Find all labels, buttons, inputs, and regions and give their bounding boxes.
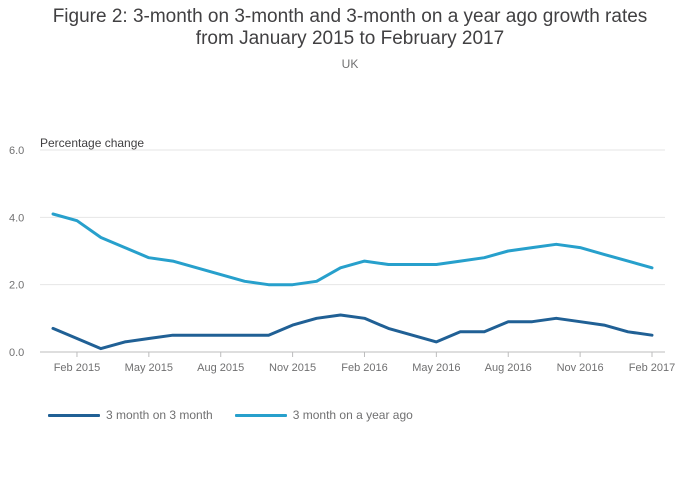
series-lines [51, 212, 654, 351]
legend: 3 month on 3 month 3 month on a year ago [48, 408, 435, 422]
legend-swatch-3m-on-3m [48, 413, 100, 417]
x-tick-label: May 2015 [125, 362, 173, 374]
x-tick-label: Feb 2017 [629, 362, 675, 374]
x-tick-label: Nov 2016 [557, 362, 604, 374]
chart-title: Figure 2: 3-month on 3-month and 3-month… [0, 6, 700, 50]
legend-label-3m-on-3m: 3 month on 3 month [106, 408, 213, 422]
line-chart: 0.0 2.0 4.0 6.0 Feb 2015 May 2015 Aug 2015 Nov … [9, 136, 675, 374]
series-line-0[interactable] [51, 313, 654, 351]
legend-item-3m-on-year-ago[interactable]: 3 month on a year ago [234, 408, 413, 422]
x-tick-label: Nov 2015 [269, 362, 316, 374]
x-tick-label: May 2016 [412, 362, 460, 374]
legend-label-3m-on-year-ago: 3 month on a year ago [292, 408, 413, 422]
x-tick-label: Feb 2015 [54, 362, 100, 374]
chart-subtitle: UK [341, 57, 359, 71]
axes: 0.0 2.0 4.0 6.0 Feb 2015 May 2015 Aug 2015 Nov … [9, 145, 675, 374]
legend-item-3m-on-3m[interactable]: 3 month on 3 month [48, 408, 213, 422]
x-tick-label: Feb 2016 [341, 362, 387, 374]
y-tick-label: 6.0 [9, 145, 24, 157]
gridlines [40, 149, 665, 353]
x-tick-label: Aug 2016 [485, 362, 532, 374]
x-tick-label: Aug 2015 [197, 362, 244, 374]
legend-swatch-3m-on-year-ago [234, 413, 287, 417]
chart-title-line-1: Figure 2: 3-month on 3-month and 3-month… [52, 6, 648, 27]
series-line-1[interactable] [51, 212, 654, 287]
y-tick-label: 4.0 [9, 212, 24, 224]
y-tick-label: 0.0 [9, 347, 24, 359]
y-axis-label: Percentage change [40, 136, 144, 150]
chart-title-line-2: from January 2015 to February 2017 [195, 28, 505, 49]
y-tick-label: 2.0 [9, 280, 24, 292]
